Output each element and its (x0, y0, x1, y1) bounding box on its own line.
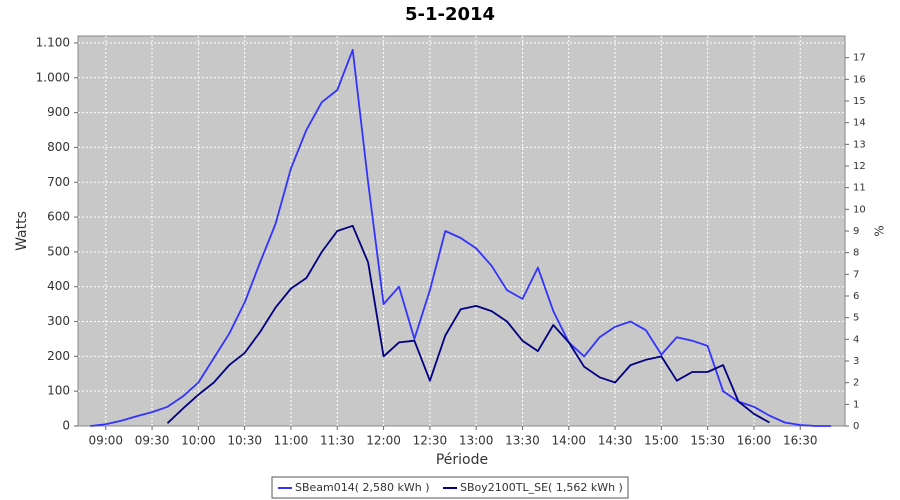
y2-axis-label: % (873, 225, 887, 236)
y-tick-label: 1.000 (36, 70, 70, 84)
x-tick-label: 12:30 (413, 434, 448, 448)
y-tick-label: 800 (47, 140, 70, 154)
y2-tick-label: 14 (853, 118, 866, 129)
y2-tick-label: 5 (853, 313, 859, 324)
plot-area (77, 35, 846, 427)
x-tick-label: 09:30 (135, 434, 170, 448)
y2-tick-label: 0 (853, 421, 859, 432)
y-tick-label: 500 (47, 244, 70, 258)
x-tick-label: 13:00 (459, 434, 494, 448)
y-tick-label: 100 (47, 384, 70, 398)
x-tick-label: 11:30 (320, 434, 355, 448)
y2-tick-label: 15 (853, 96, 866, 107)
y-tick-label: 600 (47, 210, 70, 224)
y2-tick-label: 16 (853, 74, 866, 85)
x-tick-label: 10:00 (181, 434, 216, 448)
x-tick-label: 13:30 (505, 434, 540, 448)
x-tick-label: 14:30 (598, 434, 633, 448)
y2-tick-label: 17 (853, 53, 866, 64)
x-tick-label: 14:00 (551, 434, 586, 448)
x-tick-label: 15:30 (690, 434, 725, 448)
series-line (166, 224, 770, 424)
y2-tick-label: 8 (853, 248, 859, 259)
y2-tick-label: 2 (853, 378, 859, 389)
y2-tick-label: 6 (853, 291, 859, 302)
x-tick-label: 11:00 (274, 434, 309, 448)
legend-label: SBoy2100TL_SE( 1,562 kWh ) (460, 481, 623, 494)
y-tick-label: 900 (47, 105, 70, 119)
y-tick-label: 0 (62, 419, 70, 433)
y2-tick-label: 3 (853, 356, 859, 367)
x-tick-label: 10:30 (227, 434, 262, 448)
chart-title: 5-1-2014 (405, 4, 495, 25)
legend-label: SBeam014( 2,580 kWh ) (295, 481, 430, 494)
x-axis-label: Période (436, 452, 488, 468)
x-tick-label: 09:00 (88, 434, 123, 448)
y-tick-label: 300 (47, 314, 70, 328)
y-tick-label: 200 (47, 349, 70, 363)
y2-tick-label: 9 (853, 226, 859, 237)
y2-tick-label: 13 (853, 139, 866, 150)
x-tick-label: 15:00 (644, 434, 679, 448)
y-tick-label: 1.100 (36, 35, 70, 49)
y2-tick-label: 4 (853, 334, 859, 345)
y2-tick-label: 11 (853, 183, 866, 194)
y-tick-label: 700 (47, 175, 70, 189)
y2-tick-label: 1 (853, 399, 859, 410)
y2-tick-label: 12 (853, 161, 866, 172)
y2-tick-label: 10 (853, 204, 866, 215)
series-line (90, 49, 832, 427)
y-axis-label: Watts (14, 211, 30, 251)
x-tick-label: 16:00 (737, 434, 772, 448)
y-tick-label: 400 (47, 279, 70, 293)
x-tick-label: 12:00 (366, 434, 401, 448)
y2-tick-label: 7 (853, 269, 859, 280)
x-tick-label: 16:30 (783, 434, 818, 448)
